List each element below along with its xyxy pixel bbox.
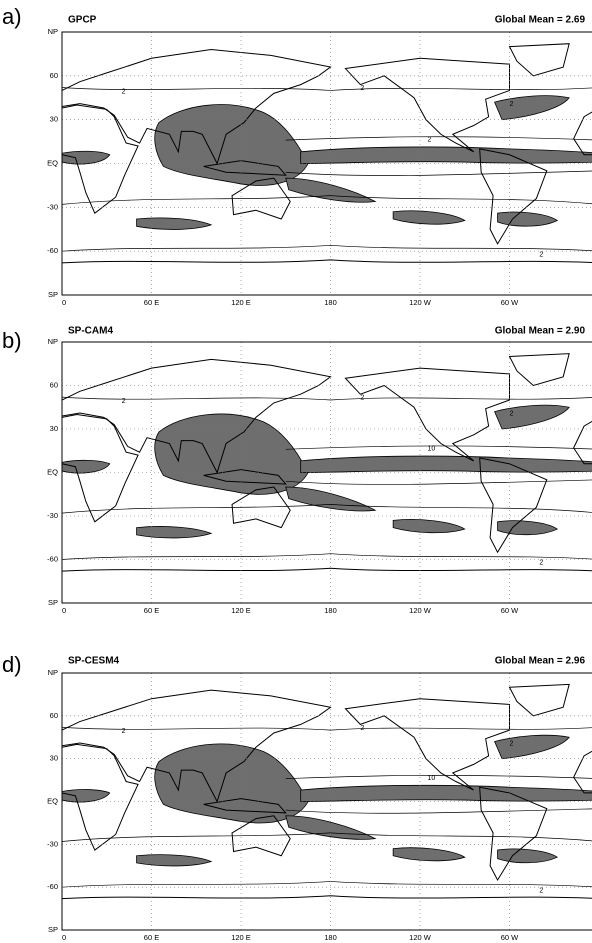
- panel-title: SP-CAM4: [68, 326, 113, 337]
- contour-label: 2: [360, 85, 364, 92]
- lat-label: 30: [50, 115, 58, 124]
- lat-label: SP: [48, 925, 58, 934]
- lat-label: SP: [48, 598, 58, 607]
- lon-label: 60 W: [501, 933, 519, 942]
- panel-letter: d): [2, 652, 22, 677]
- map-content: [62, 342, 592, 603]
- figure: a) GPCP Global Mean = 2.69 2 2 2 2 2 NP 60 30 EQ -30…: [0, 0, 592, 943]
- panel-title: GPCP: [68, 15, 97, 26]
- lat-label: EQ: [47, 796, 58, 805]
- lon-label: 120 E: [231, 298, 251, 307]
- map-features: [62, 44, 592, 263]
- map-content: [62, 673, 592, 930]
- global-mean: Global Mean = 2.90: [495, 326, 586, 337]
- lon-label: 120 W: [409, 298, 432, 307]
- lat-label: -30: [47, 839, 58, 848]
- lat-label: NP: [48, 668, 58, 677]
- lon-label: 0: [62, 606, 66, 615]
- contour-label: 2: [510, 101, 514, 108]
- contour-label: 2: [539, 887, 543, 894]
- contour-label: 2: [360, 725, 364, 732]
- lat-label: -60: [47, 554, 58, 563]
- map: [62, 673, 592, 930]
- map-features: [62, 354, 592, 572]
- lon-label: 120 W: [409, 606, 432, 615]
- contour-label: 2: [510, 741, 514, 748]
- contour-label: 2: [427, 137, 431, 144]
- lat-label: SP: [48, 290, 58, 299]
- panel-title: SP-CESM4: [68, 656, 120, 667]
- lon-label: 0: [62, 298, 66, 307]
- lon-label: 180: [324, 298, 337, 307]
- lon-label: 120 E: [231, 933, 251, 942]
- lat-label: NP: [48, 337, 58, 346]
- map-content: [62, 32, 592, 295]
- lon-label: 60 E: [144, 606, 159, 615]
- lon-label: 60 W: [501, 606, 519, 615]
- contour-label: 2: [122, 398, 126, 405]
- lat-label: -60: [47, 882, 58, 891]
- lon-label: 120 W: [409, 933, 432, 942]
- lat-label: -60: [47, 246, 58, 255]
- contour-label: 2: [360, 395, 364, 402]
- lon-label: 60 W: [501, 298, 519, 307]
- lat-label: -30: [47, 202, 58, 211]
- lon-label: 180: [324, 606, 337, 615]
- global-mean: Global Mean = 2.69: [495, 15, 586, 26]
- contour-label: 2: [122, 88, 126, 95]
- lat-label: 30: [50, 754, 58, 763]
- contour-label: 10: [427, 446, 435, 453]
- map-features: [62, 684, 592, 898]
- lon-label: 60 E: [144, 298, 159, 307]
- lon-label: 120 E: [231, 606, 251, 615]
- panel-letter: b): [2, 328, 22, 353]
- lat-label: NP: [48, 27, 58, 36]
- global-mean: Global Mean = 2.96: [495, 656, 586, 667]
- lon-label: 0: [62, 933, 66, 942]
- contour-label: 2: [122, 728, 126, 735]
- map: [62, 342, 592, 603]
- contour-label: 2: [539, 560, 543, 567]
- contour-label: 2: [539, 251, 543, 258]
- lon-label: 60 E: [144, 933, 159, 942]
- lat-label: EQ: [47, 158, 58, 167]
- lat-label: 60: [50, 71, 58, 80]
- contour-label: 10: [427, 775, 435, 782]
- lat-label: 30: [50, 424, 58, 433]
- lat-label: 60: [50, 711, 58, 720]
- lat-label: -30: [47, 511, 58, 520]
- panel-letter: a): [2, 4, 22, 29]
- lat-label: EQ: [47, 467, 58, 476]
- lon-label: 180: [324, 933, 337, 942]
- contour-label: 2: [510, 411, 514, 418]
- map: [62, 32, 592, 295]
- page: {"panels": [ {"label": "a)", "title": "G…: [0, 0, 592, 943]
- lat-label: 60: [50, 380, 58, 389]
